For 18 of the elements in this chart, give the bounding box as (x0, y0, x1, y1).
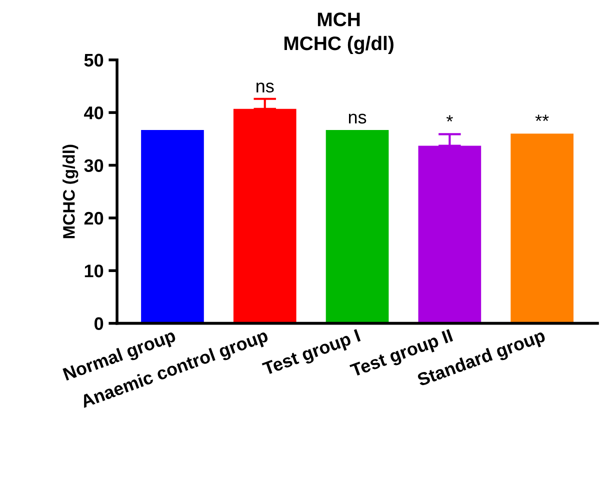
y-tick-label: 0 (94, 317, 104, 330)
bar (510, 134, 574, 324)
chart-subtitle: MCHC (g/dl) (284, 36, 394, 54)
y-tick-label: 30 (84, 159, 104, 172)
bar (141, 130, 204, 324)
y-tick-label: 40 (84, 106, 104, 120)
y-tick-label: 10 (84, 264, 104, 278)
annotation: ns (256, 82, 274, 93)
annotation: ns (348, 114, 366, 124)
bar (233, 108, 296, 324)
y-tick-label: 50 (84, 54, 104, 67)
annotation: * (446, 115, 453, 122)
chart-title: MCH (318, 12, 360, 26)
bar (326, 130, 389, 324)
y-axis-title: MCHC (g/dl) (62, 144, 78, 238)
annotation: ** (535, 114, 549, 122)
y-tick-label: 20 (84, 212, 104, 225)
bar (418, 146, 482, 324)
